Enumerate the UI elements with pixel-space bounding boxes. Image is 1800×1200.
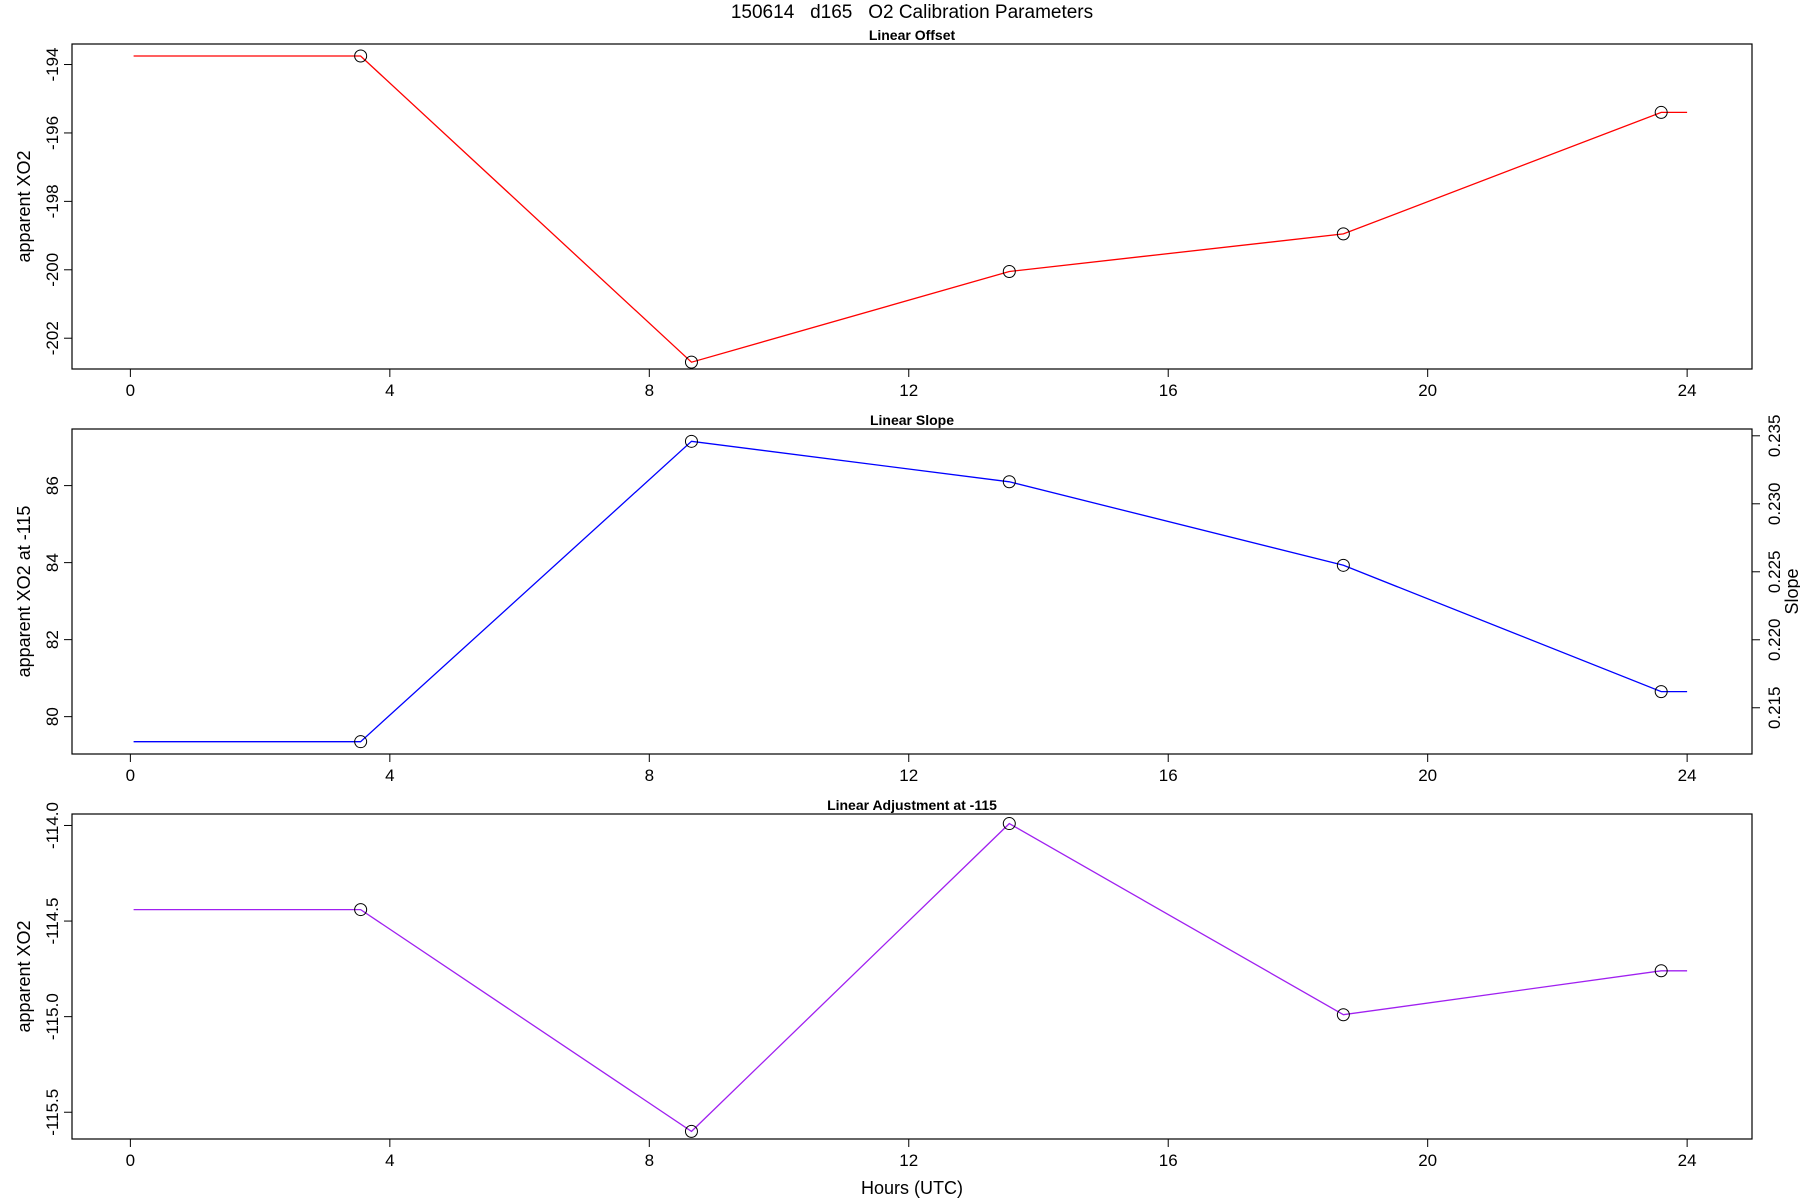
right-y-tick-label: 0.215 bbox=[1765, 686, 1784, 729]
panel-title: Linear Offset bbox=[869, 27, 956, 43]
y-tick-label: 86 bbox=[43, 476, 62, 495]
data-point bbox=[354, 735, 368, 749]
panels: Linear Offset 0 4 8 12 16 20 24 -202 -200 -198 -196… bbox=[14, 27, 1800, 1170]
right-y-tick-label: 0.230 bbox=[1765, 483, 1784, 526]
x-tick-label: 4 bbox=[385, 766, 394, 785]
x-tick-label: 8 bbox=[645, 1151, 654, 1170]
x-tick-label: 24 bbox=[1678, 766, 1697, 785]
x-tick-label: 24 bbox=[1678, 1151, 1697, 1170]
data-point bbox=[684, 434, 698, 448]
series-line bbox=[133, 822, 1688, 1133]
data-point bbox=[354, 49, 368, 63]
data-point bbox=[1336, 558, 1350, 572]
right-y-axis-label: Slope bbox=[1782, 568, 1800, 614]
plot-frame bbox=[71, 43, 1753, 370]
x-tick-label: 0 bbox=[126, 766, 135, 785]
x-tick-label: 8 bbox=[645, 766, 654, 785]
x-tick-label: 20 bbox=[1418, 381, 1437, 400]
panel-3: Linear Adjustment at -115 0 4 8 12 16 20 24 -115… bbox=[14, 797, 1753, 1170]
x-tick-label: 0 bbox=[126, 381, 135, 400]
y-tick-label: -202 bbox=[43, 321, 62, 355]
y-tick-label: -114.0 bbox=[43, 802, 62, 849]
data-point bbox=[1002, 475, 1016, 489]
x-tick-label: 0 bbox=[126, 1151, 135, 1170]
x-tick-label: 12 bbox=[899, 766, 918, 785]
y-axis-label: apparent XO2 bbox=[14, 920, 34, 1032]
panel-title: Linear Adjustment at -115 bbox=[827, 797, 997, 813]
y-tick-label: -115.0 bbox=[43, 993, 62, 1040]
y-tick-label: -194 bbox=[43, 48, 62, 82]
series-line bbox=[133, 440, 1688, 743]
plot-frame bbox=[71, 428, 1753, 755]
x-tick-label: 20 bbox=[1418, 766, 1437, 785]
right-y-tick-label: 0.225 bbox=[1765, 551, 1784, 594]
y-tick-label: 80 bbox=[43, 707, 62, 726]
panel-2: Linear Slope 0 4 8 12 16 20 24 80 82 84 86 apparent … bbox=[14, 412, 1800, 785]
y-tick-label: -114.5 bbox=[43, 898, 62, 945]
data-point bbox=[1002, 265, 1016, 278]
x-tick-label: 16 bbox=[1159, 381, 1178, 400]
y-tick-label: -196 bbox=[43, 116, 62, 150]
data-point bbox=[1002, 817, 1016, 831]
panel-title: Linear Slope bbox=[870, 412, 954, 428]
x-tick-label: 4 bbox=[385, 381, 394, 400]
y-tick-label: -115.5 bbox=[43, 1089, 62, 1136]
right-y-tick-label: 0.220 bbox=[1765, 619, 1784, 662]
series-line bbox=[133, 55, 1688, 363]
data-point bbox=[1336, 1008, 1350, 1022]
x-axis-label: Hours (UTC) bbox=[861, 1178, 963, 1198]
x-tick-label: 12 bbox=[899, 381, 918, 400]
data-point bbox=[1654, 105, 1668, 119]
y-tick-label: -200 bbox=[43, 253, 62, 287]
y-tick-label: 82 bbox=[43, 630, 62, 649]
x-tick-label: 20 bbox=[1418, 1151, 1437, 1170]
data-point bbox=[354, 903, 368, 917]
x-tick-label: 24 bbox=[1678, 381, 1697, 400]
x-tick-label: 4 bbox=[385, 1151, 394, 1170]
x-tick-label: 16 bbox=[1159, 766, 1178, 785]
y-tick-label: -198 bbox=[43, 184, 62, 218]
data-point bbox=[684, 1124, 698, 1138]
data-point bbox=[1654, 964, 1668, 978]
panel-1: Linear Offset 0 4 8 12 16 20 24 -202 -200 -198 -196… bbox=[14, 27, 1753, 400]
figure-title: 150614 d165 O2 Calibration Parameters bbox=[731, 2, 1093, 23]
right-y-tick-label: 0.235 bbox=[1765, 415, 1784, 458]
x-tick-label: 16 bbox=[1159, 1151, 1178, 1170]
y-tick-label: 84 bbox=[43, 553, 62, 572]
y-axis-label: apparent XO2 bbox=[14, 150, 34, 262]
plot-frame bbox=[71, 813, 1753, 1140]
x-tick-label: 8 bbox=[645, 381, 654, 400]
x-tick-label: 12 bbox=[899, 1151, 918, 1170]
data-point bbox=[684, 355, 698, 369]
data-point bbox=[1654, 685, 1668, 699]
data-point bbox=[1336, 227, 1350, 241]
y-axis-label: apparent XO2 at -115 bbox=[14, 506, 34, 678]
